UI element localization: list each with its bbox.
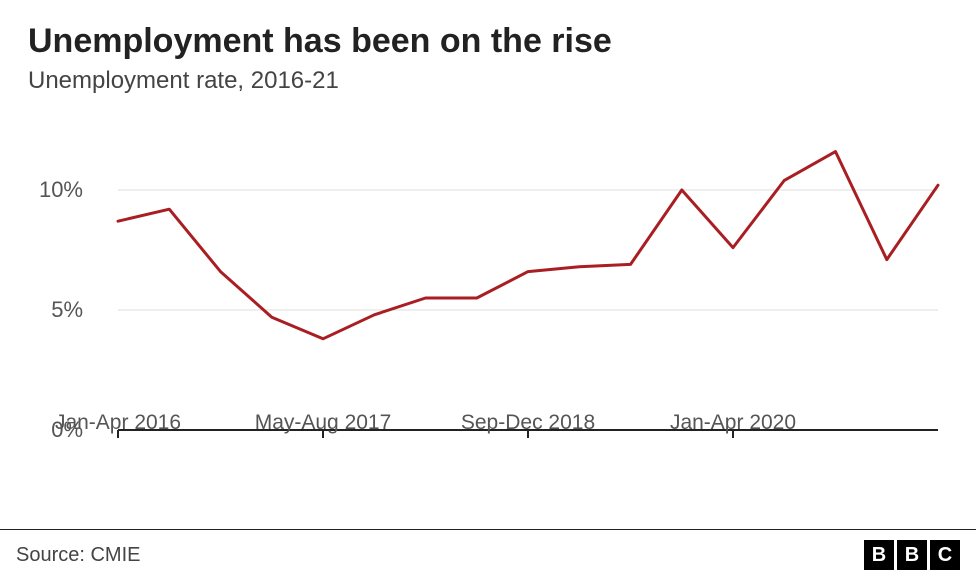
plot-area: 0%5%10%Jan-Apr 2016May-Aug 2017Sep-Dec 2… — [28, 120, 948, 500]
chart-title: Unemployment has been on the rise — [0, 0, 976, 67]
logo-letter: C — [930, 540, 960, 570]
chart-footer: Source: CMIE B B C — [0, 529, 976, 580]
logo-letter: B — [897, 540, 927, 570]
data-line — [118, 152, 938, 339]
chart-container: Unemployment has been on the rise Unempl… — [0, 0, 976, 580]
logo-letter: B — [864, 540, 894, 570]
x-tick-label: Sep-Dec 2018 — [461, 411, 595, 435]
chart-subtitle: Unemployment rate, 2016-21 — [0, 67, 976, 95]
y-tick-label: 10% — [28, 177, 83, 203]
source-label: Source: CMIE — [16, 544, 140, 567]
y-tick-label: 5% — [28, 297, 83, 323]
x-tick-label: May-Aug 2017 — [255, 411, 392, 435]
line-chart-svg — [28, 120, 948, 500]
x-tick-label: Jan-Apr 2016 — [55, 411, 181, 435]
bbc-logo: B B C — [864, 540, 960, 570]
x-tick-label: Jan-Apr 2020 — [670, 411, 796, 435]
